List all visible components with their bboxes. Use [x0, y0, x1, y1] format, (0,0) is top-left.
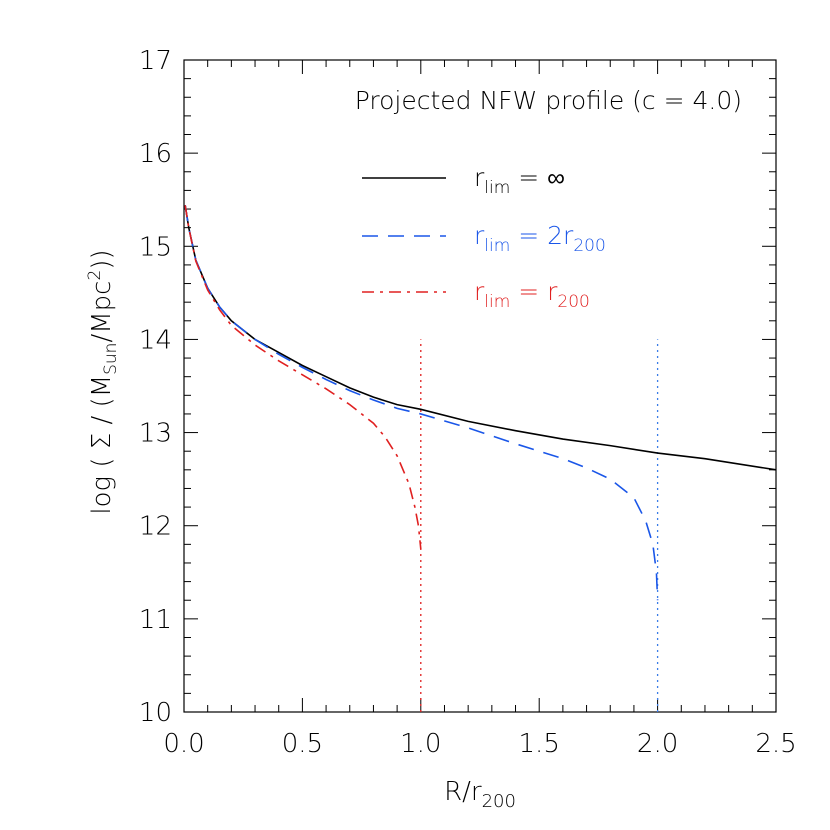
legend-label-1: rlim = 2r200: [474, 221, 606, 256]
series-line-2: [184, 205, 422, 550]
x-tick-label: 2.5: [755, 729, 796, 759]
y-tick-label: 14: [139, 325, 172, 355]
legend-label-0: rlim = ∞: [474, 163, 565, 198]
y-tick-label: 17: [139, 46, 172, 76]
plot-frame: [183, 59, 777, 713]
y-tick-label: 12: [139, 512, 172, 542]
legend-label-2: rlim = r200: [474, 277, 590, 312]
series-group: [184, 205, 777, 601]
plot-frame-group: [183, 59, 777, 713]
tick-labels-group: 0.0 0.5 1.0 1.5 2.0 2.5 10 11 12 13 14 15 16 17: [139, 46, 797, 759]
x-axis-label: R/r200: [444, 777, 516, 812]
reference-lines-group: [420, 339, 659, 712]
y-tick-label: 16: [139, 139, 172, 169]
y-tick-label: 13: [139, 419, 172, 449]
x-tick-label: 2.0: [637, 729, 678, 759]
y-tick-label: 10: [139, 698, 172, 728]
y-axis-label: log ( Σ / (MSun/Mpc2)): [85, 249, 121, 514]
x-tick-label: 1.0: [400, 729, 441, 759]
series-line-1: [184, 205, 659, 601]
chart-title: Projected NFW profile (c = 4.0): [355, 86, 742, 115]
x-tick-label: 0.0: [163, 729, 204, 759]
ticks-group: [183, 59, 777, 713]
y-tick-label: 11: [139, 605, 172, 635]
x-tick-label: 0.5: [282, 729, 323, 759]
legend: rlim = ∞ rlim = 2r200 rlim = r200: [362, 163, 606, 312]
x-tick-label: 1.5: [519, 729, 560, 759]
y-tick-label: 15: [139, 232, 172, 262]
